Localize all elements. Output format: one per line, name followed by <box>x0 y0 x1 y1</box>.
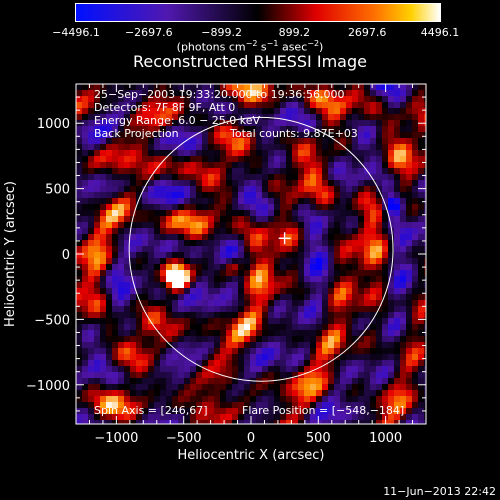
timestamp: 11−Jun−2013 22:42 <box>383 485 496 498</box>
y-tick-label: 1000 <box>37 117 70 132</box>
colorbar-tick-label: 2697.6 <box>347 26 387 39</box>
colorbar-units: (photons cm−2 s−1 asec−2) <box>176 39 324 54</box>
y-tick-label: 500 <box>45 183 70 198</box>
x-tick-label: −1000 <box>94 431 138 446</box>
colorbar-tick-label: 4496.1 <box>420 26 460 39</box>
colorbar-tick-label: −4496.1 <box>52 26 100 39</box>
y-tick-label: −500 <box>34 313 70 328</box>
x-tick-label: 0 <box>247 431 255 446</box>
total-counts-text: Total counts: 9.87E+03 <box>230 127 358 140</box>
x-axis-label: Heliocentric X (arcsec) <box>178 448 325 463</box>
colorbar <box>75 3 441 22</box>
colorbar-tick-label: 899.2 <box>278 26 311 39</box>
time-range-text: 25−Sep−2003 19:33:20.000 to 19:36:56.000 <box>94 88 345 101</box>
y-tick-label: −1000 <box>26 379 70 394</box>
heatmap-image <box>76 84 426 424</box>
energy-range-text: Energy Range: 6.0 − 25.0 keV <box>94 114 261 127</box>
y-tick-label: 0 <box>62 248 70 263</box>
x-tick-label: −500 <box>166 431 202 446</box>
detectors-text: Detectors: 7F 8F 9F, Att 0 <box>94 101 236 114</box>
method-text: Back Projection <box>94 127 179 140</box>
x-tick-label: 500 <box>306 431 331 446</box>
x-tick-label: 1000 <box>369 431 402 446</box>
y-axis-label: Heliocentric Y (arcsec) <box>3 181 18 327</box>
flare-position-text: Flare Position = [−548,−184] <box>242 404 405 417</box>
colorbar-fill <box>76 4 440 21</box>
colorbar-tick-label: −899.2 <box>201 26 242 39</box>
solar-disk-circle <box>128 116 394 382</box>
spin-axis-text: Spin Axis = [246,67] <box>94 404 208 417</box>
spin-axis-cross-marker <box>278 232 291 245</box>
colorbar-tick-label: −2697.6 <box>124 26 173 39</box>
chart-title: Reconstructed RHESSI Image <box>133 52 367 71</box>
